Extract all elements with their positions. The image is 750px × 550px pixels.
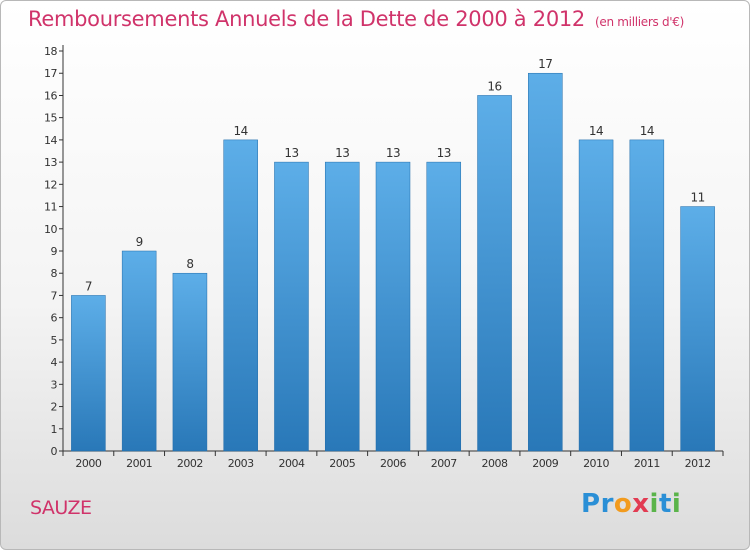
bars	[71, 72, 715, 452]
data-label: 9	[136, 235, 143, 249]
data-label: 7	[85, 279, 92, 293]
logo-letter: r	[600, 489, 614, 519]
y-tick-label: 14	[44, 134, 57, 147]
y-tick-label: 1	[51, 423, 58, 436]
y-tick-label: 11	[44, 201, 57, 214]
x-tick-label: 2002	[177, 457, 203, 470]
logo-letter: x	[632, 489, 650, 519]
x-tick-label: 2008	[482, 457, 508, 470]
chart-unit: (en milliers d'€)	[595, 15, 685, 29]
proxiti-logo: Proxiti	[581, 489, 681, 519]
bar	[274, 161, 309, 452]
data-labels: 7 9 8 14 13 13 13 13 16 17 14 14 11	[85, 57, 705, 293]
y-tick-label: 5	[51, 334, 58, 347]
data-label: 13	[335, 146, 349, 160]
y-tick-label: 0	[51, 445, 58, 458]
x-tick-label: 2004	[278, 457, 304, 470]
y-tick-label: 4	[51, 356, 58, 369]
bar	[578, 139, 614, 452]
x-tick-label: 2010	[583, 457, 609, 470]
logo-letter: i	[649, 489, 659, 519]
x-tick-label: 2001	[126, 457, 152, 470]
bar	[477, 95, 512, 452]
x-tick-label: 2012	[685, 457, 711, 470]
bar	[629, 139, 665, 452]
bar	[680, 206, 715, 452]
bar	[324, 161, 360, 452]
y-tick-label: 15	[44, 112, 57, 125]
x-tick-label: 2000	[75, 457, 101, 470]
chart-title: Remboursements Annuels de la Dette de 20…	[28, 7, 684, 31]
x-tick-label: 2009	[532, 457, 558, 470]
x-tick-label: 2011	[634, 457, 660, 470]
y-tick-label: 7	[51, 289, 58, 302]
bar	[375, 161, 411, 452]
bar	[121, 250, 157, 452]
logo-letter: o	[613, 489, 633, 519]
x-tick-label: 2007	[431, 457, 457, 470]
x-tick-label: 2003	[228, 457, 254, 470]
chart-title-text: Remboursements Annuels de la Dette de 20…	[28, 7, 585, 31]
y-tick-label: 12	[44, 178, 57, 191]
y-tick-label: 8	[51, 267, 58, 280]
x-tick-label: 2006	[380, 457, 406, 470]
y-tick-label: 6	[51, 312, 58, 325]
y-tick-label: 3	[51, 378, 58, 391]
y-tick-label: 17	[44, 67, 57, 80]
bar	[172, 272, 208, 452]
y-tick-label: 16	[44, 89, 57, 102]
y-tick-label: 13	[44, 156, 57, 169]
bar	[223, 139, 258, 452]
bar	[528, 72, 563, 452]
data-label: 13	[386, 146, 400, 160]
y-tick-label: 9	[51, 245, 58, 258]
data-label: 13	[284, 146, 298, 160]
bar	[71, 295, 106, 452]
y-tick-label: 2	[51, 401, 58, 414]
commune-name: SAUZE	[30, 497, 92, 519]
data-label: 14	[640, 124, 654, 138]
data-label: 8	[186, 257, 193, 271]
data-label: 13	[437, 146, 451, 160]
logo-letter: P	[581, 489, 601, 519]
x-tick-label: 2005	[329, 457, 355, 470]
y-tick-label: 18	[44, 45, 57, 58]
data-label: 14	[234, 124, 248, 138]
data-label: 16	[487, 79, 501, 93]
logo-letter: i	[671, 489, 682, 519]
logo-letter: t	[658, 489, 672, 519]
data-label: 11	[690, 191, 704, 205]
bar	[426, 161, 462, 452]
data-label: 17	[538, 57, 552, 71]
data-label: 14	[589, 124, 603, 138]
y-tick-label: 10	[44, 223, 57, 236]
